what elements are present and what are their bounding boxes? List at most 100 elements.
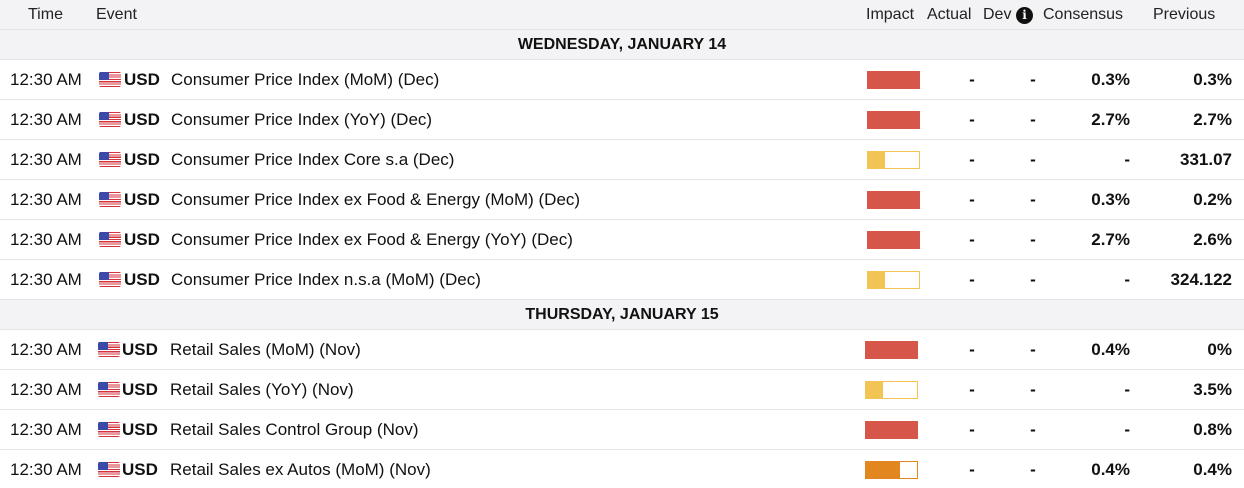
event-actual: - — [969, 270, 975, 289]
event-time: 12:30 AM — [10, 70, 82, 89]
us-flag-icon — [99, 272, 121, 287]
us-flag-icon — [99, 152, 121, 167]
us-flag-icon — [99, 72, 121, 87]
event-name[interactable]: Consumer Price Index n.s.a (MoM) (Dec) — [171, 270, 481, 289]
header-event[interactable]: Event — [96, 6, 137, 23]
calendar-body: WEDNESDAY, JANUARY 14 12:30 AM USD Consu… — [0, 30, 1244, 488]
header-impact[interactable]: Impact — [866, 6, 915, 23]
event-dev: - — [1030, 380, 1036, 399]
event-name[interactable]: Retail Sales (MoM) (Nov) — [170, 340, 361, 359]
event-currency: USD — [124, 110, 160, 129]
header-dev[interactable]: Dev — [983, 6, 1012, 23]
event-name[interactable]: Retail Sales Control Group (Nov) — [170, 420, 419, 439]
event-currency: USD — [122, 460, 158, 479]
event-dev: - — [1030, 270, 1036, 289]
event-time: 12:30 AM — [10, 270, 82, 289]
info-icon[interactable]: i — [1016, 7, 1033, 24]
header-previous[interactable]: Previous — [1153, 6, 1216, 23]
event-dev: - — [1030, 70, 1036, 89]
us-flag-icon — [99, 112, 121, 127]
table-row[interactable]: 12:30 AM USD Consumer Price Index (YoY) … — [0, 100, 1244, 140]
impact-indicator — [865, 381, 918, 399]
event-consensus: 0.3% — [1091, 70, 1130, 89]
event-consensus: - — [1124, 420, 1130, 439]
impact-indicator — [867, 231, 920, 249]
header-consensus[interactable]: Consensus — [1043, 6, 1124, 23]
event-name[interactable]: Consumer Price Index (MoM) (Dec) — [171, 70, 440, 89]
header-actual[interactable]: Actual — [927, 6, 972, 23]
event-previous: 2.7% — [1193, 110, 1232, 129]
event-actual: - — [969, 380, 975, 399]
event-name[interactable]: Retail Sales (YoY) (Nov) — [170, 380, 354, 399]
event-consensus: 0.4% — [1091, 460, 1130, 479]
event-consensus: 2.7% — [1091, 230, 1130, 249]
table-row[interactable]: 12:30 AM USD Retail Sales (YoY) (Nov) - … — [0, 370, 1244, 410]
event-previous: 0.8% — [1193, 420, 1232, 439]
table-row[interactable]: 12:30 AM USD Consumer Price Index Core s… — [0, 140, 1244, 180]
event-name[interactable]: Consumer Price Index (YoY) (Dec) — [171, 110, 433, 129]
event-previous: 0.3% — [1193, 70, 1232, 89]
event-actual: - — [969, 190, 975, 209]
impact-indicator — [867, 71, 920, 89]
event-time: 12:30 AM — [10, 230, 82, 249]
event-dev: - — [1030, 230, 1036, 249]
impact-indicator — [865, 341, 918, 359]
event-time: 12:30 AM — [10, 190, 82, 209]
event-dev: - — [1030, 420, 1036, 439]
table-row[interactable]: 12:30 AM USD Consumer Price Index (MoM) … — [0, 60, 1244, 100]
day-header: WEDNESDAY, JANUARY 14 — [0, 30, 1244, 60]
event-previous: 331.07 — [1180, 150, 1232, 169]
event-previous: 2.6% — [1193, 230, 1232, 249]
day-header: THURSDAY, JANUARY 15 — [0, 300, 1244, 330]
event-name[interactable]: Retail Sales ex Autos (MoM) (Nov) — [170, 460, 431, 479]
event-time: 12:30 AM — [10, 420, 82, 439]
event-previous: 3.5% — [1193, 380, 1232, 399]
header-time[interactable]: Time — [28, 6, 63, 23]
table-row[interactable]: 12:30 AM USD Retail Sales (MoM) (Nov) - … — [0, 330, 1244, 370]
impact-indicator — [867, 271, 920, 289]
event-currency: USD — [122, 340, 158, 359]
event-time: 12:30 AM — [10, 460, 82, 479]
us-flag-icon — [99, 232, 121, 247]
event-currency: USD — [124, 270, 160, 289]
event-actual: - — [969, 70, 975, 89]
table-row[interactable]: 12:30 AM USD Consumer Price Index ex Foo… — [0, 220, 1244, 260]
event-consensus: 2.7% — [1091, 110, 1130, 129]
impact-indicator — [867, 111, 920, 129]
event-actual: - — [969, 110, 975, 129]
event-consensus: - — [1124, 380, 1130, 399]
event-consensus: 0.3% — [1091, 190, 1130, 209]
table-row[interactable]: 12:30 AM USD Retail Sales Control Group … — [0, 410, 1244, 450]
event-currency: USD — [122, 420, 158, 439]
table-row[interactable]: 12:30 AM USD Consumer Price Index n.s.a … — [0, 260, 1244, 300]
event-actual: - — [969, 340, 975, 359]
event-previous: 0.2% — [1193, 190, 1232, 209]
event-actual: - — [969, 150, 975, 169]
event-name[interactable]: Consumer Price Index Core s.a (Dec) — [171, 150, 455, 169]
table-row[interactable]: 12:30 AM USD Retail Sales ex Autos (MoM)… — [0, 450, 1244, 488]
event-time: 12:30 AM — [10, 340, 82, 359]
event-previous: 0% — [1207, 340, 1232, 359]
event-dev: - — [1030, 110, 1036, 129]
event-currency: USD — [124, 150, 160, 169]
table-row[interactable]: 12:30 AM USD Consumer Price Index ex Foo… — [0, 180, 1244, 220]
event-dev: - — [1030, 150, 1036, 169]
event-time: 12:30 AM — [10, 150, 82, 169]
impact-indicator — [867, 191, 920, 209]
event-dev: - — [1030, 340, 1036, 359]
table-header: Time Event Impact Actual Dev i Consensus… — [0, 0, 1244, 30]
event-previous: 324.122 — [1170, 270, 1232, 289]
us-flag-icon — [98, 342, 120, 357]
impact-indicator — [867, 151, 920, 169]
event-actual: - — [969, 420, 975, 439]
event-consensus: - — [1124, 150, 1130, 169]
event-currency: USD — [124, 190, 160, 209]
us-flag-icon — [98, 422, 120, 437]
event-time: 12:30 AM — [10, 110, 82, 129]
us-flag-icon — [99, 192, 121, 207]
event-name[interactable]: Consumer Price Index ex Food & Energy (Y… — [171, 230, 573, 249]
event-name[interactable]: Consumer Price Index ex Food & Energy (M… — [171, 190, 581, 209]
event-actual: - — [969, 230, 975, 249]
us-flag-icon — [98, 382, 120, 397]
